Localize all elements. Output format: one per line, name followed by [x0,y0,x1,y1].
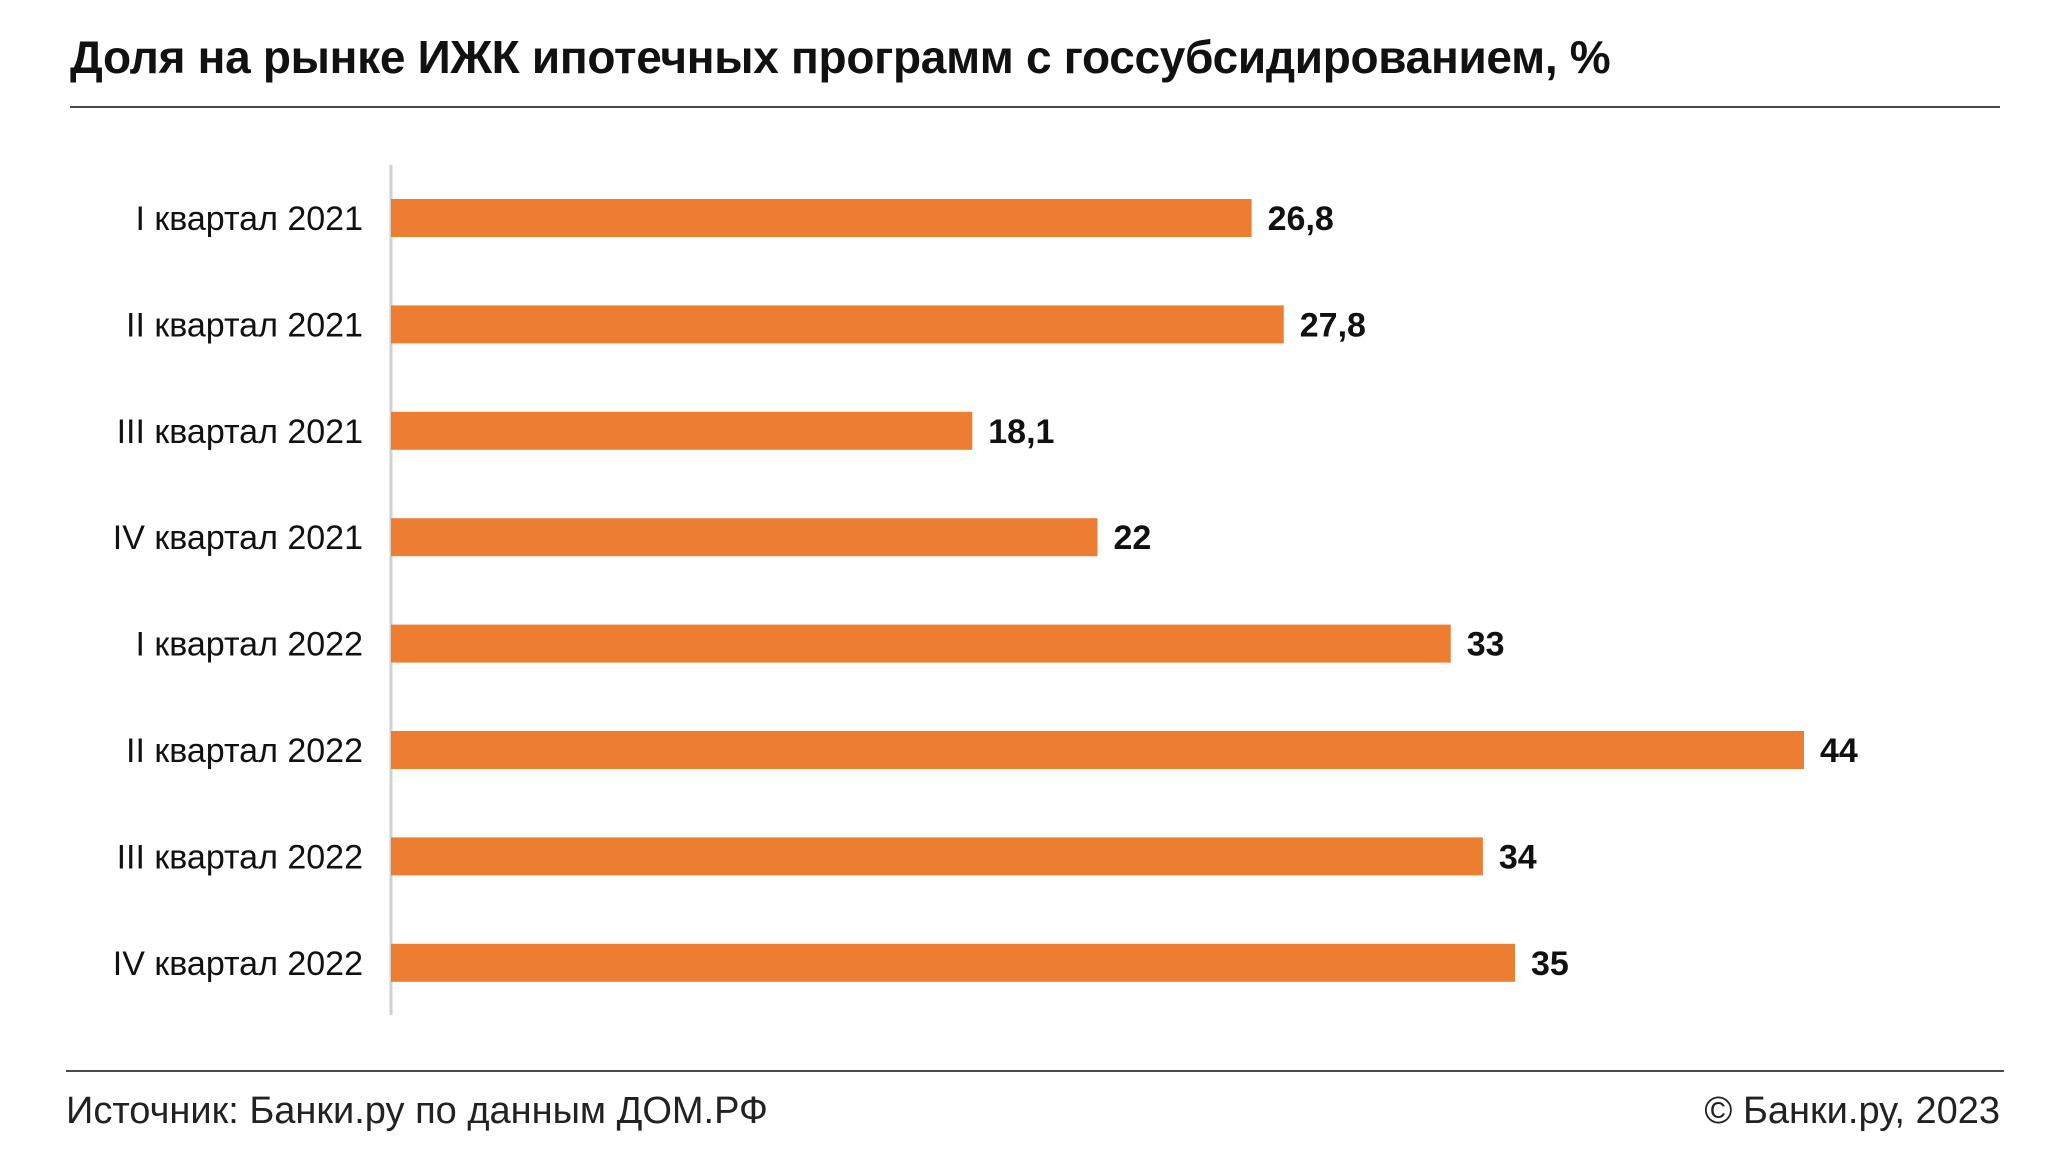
category-label-3: III квартал 2021 [117,413,363,451]
bar-5 [391,624,1451,663]
source-note: Источник: Банки.ру по данным ДОМ.РФ [66,1090,768,1132]
footer-divider [66,1070,2004,1072]
value-label-1: 26,8 [1268,200,1334,238]
value-label-5: 33 [1467,626,1505,664]
category-label-4: IV квартал 2021 [113,519,363,557]
bar-3 [391,411,973,450]
value-label-8: 35 [1531,945,1569,983]
value-label-2: 27,8 [1300,306,1366,344]
category-label-7: III квартал 2022 [117,838,363,876]
category-label-5: I квартал 2022 [135,626,363,664]
category-label-8: IV квартал 2022 [113,945,363,983]
value-label-4: 22 [1114,519,1152,557]
category-label-6: II квартал 2022 [126,732,363,770]
value-label-7: 34 [1499,838,1537,876]
category-labels-group: I квартал 2021 II квартал 2021 III квартал… [113,200,363,983]
chart-title: Доля на рынке ИЖК ипотечных программ с г… [70,31,1611,83]
copyright-note: © Банки.ру, 2023 [1704,1090,2000,1132]
value-label-3: 18,1 [988,413,1054,451]
bar-7 [391,837,1483,876]
bar-chart: I квартал 2021 II квартал 2021 III квартал… [113,165,1858,1015]
bar-1 [391,199,1252,237]
bar-8 [391,943,1515,982]
value-label-6: 44 [1820,732,1858,770]
bar-6 [391,731,1804,769]
bars-group [391,199,1804,982]
title-divider [70,106,2000,108]
bar-2 [391,305,1284,344]
bar-4 [391,518,1098,557]
category-label-1: I квартал 2021 [135,200,363,238]
category-label-2: II квартал 2021 [126,306,363,344]
value-labels-group: 26,8 27,8 18,1 22 33 44 34 35 [988,200,1858,983]
